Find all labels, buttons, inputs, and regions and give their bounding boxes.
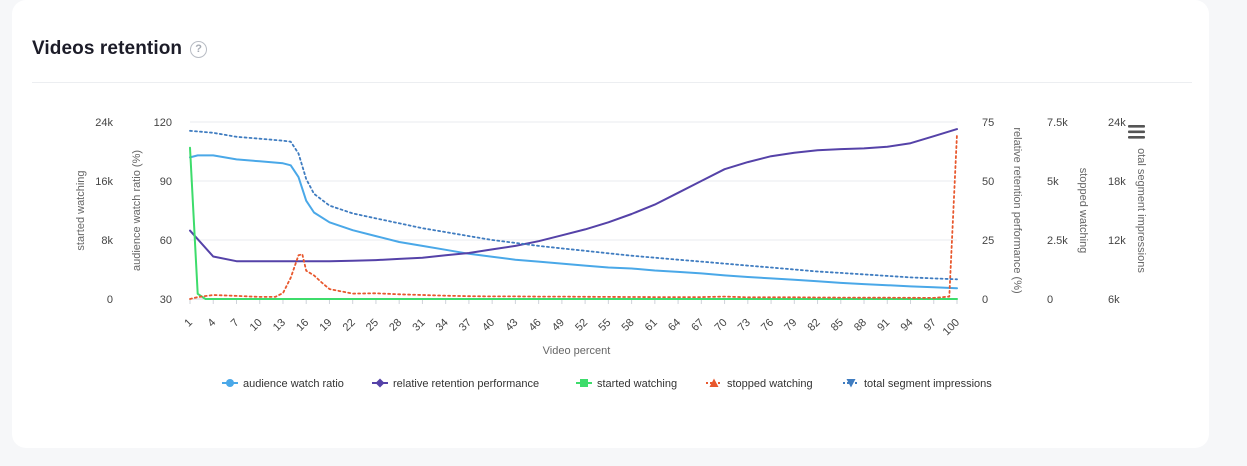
x-tick-label: 70 [713,317,730,334]
x-tick-label: 94 [898,317,915,334]
y-axis-title: relative retention performance (%) [1011,127,1023,293]
legend-label: audience watch ratio [243,378,344,390]
x-tick-label: 31 [410,317,427,334]
y-axis-title: otal segment impressions [1135,148,1147,273]
x-tick-label: 100 [941,317,962,338]
retention-card: Videos retention ? [12,0,1209,448]
legend-label: total segment impressions [864,378,992,390]
x-tick-label: 40 [480,317,497,334]
y-tick-label: 75 [982,117,994,129]
y-tick-label: 6k [1108,294,1120,306]
legend-item[interactable]: audience watch ratio [222,378,344,390]
y-tick-label: 24k [95,117,113,129]
x-tick-label: 13 [271,317,288,334]
y-tick-label: 7.5k [1047,117,1068,129]
hamburger-menu-icon[interactable] [1128,125,1145,139]
y-tick-label: 60 [160,235,172,247]
y-tick-label: 25 [982,235,994,247]
series-line [189,128,958,263]
x-tick-label: 49 [550,317,567,334]
x-tick-label: 85 [829,317,846,334]
x-tick-label: 76 [759,317,776,334]
y-tick-label: 16k [95,176,113,188]
x-axis-title: Video percent [543,345,611,357]
legend-label: started watching [597,378,677,390]
legend-marker-triangle [709,378,719,387]
x-tick-label: 34 [434,317,451,334]
legend-label: stopped watching [727,378,813,390]
header-divider [32,82,1192,83]
y-axis-title: stopped watching [1077,168,1089,254]
help-icon[interactable]: ? [190,40,208,58]
card-header: Videos retention ? [32,34,1192,64]
x-tick-label: 37 [457,317,474,334]
x-tick-label: 7 [229,317,242,330]
legend-item[interactable]: started watching [576,378,677,390]
series-line [189,132,958,300]
legend-item[interactable]: total segment impressions [843,378,992,390]
y-tick-label: 5k [1047,176,1059,188]
x-tick-label: 97 [922,317,939,334]
x-tick-label: 67 [689,317,706,334]
series-line [189,154,958,290]
x-tick-label: 10 [248,317,265,334]
x-tick-label: 4 [206,317,219,330]
x-tick-label: 1 [182,317,195,330]
legend-label: relative retention performance [393,378,539,390]
x-tick-label: 19 [317,317,334,334]
series-line [189,129,958,281]
legend-item[interactable]: stopped watching [706,378,813,390]
x-tick-label: 58 [620,317,637,334]
x-tick-label: 16 [294,317,311,334]
y-tick-label: 30 [160,294,172,306]
x-tick-label: 61 [643,317,660,334]
y-tick-label: 0 [982,294,988,306]
y-tick-label: 18k [1108,176,1126,188]
x-tick-label: 43 [503,317,520,334]
series-group [189,128,958,300]
y-tick-label: 2.5k [1047,235,1068,247]
legend-item[interactable]: relative retention performance [372,378,539,390]
x-tick-label: 55 [596,317,613,334]
y-tick-label: 0 [1047,294,1053,306]
y-tick-label: 90 [160,176,172,188]
y-tick-label: 24k [1108,117,1126,129]
x-tick-label: 52 [573,317,590,334]
x-tick-label: 25 [364,317,381,334]
y-tick-label: 120 [154,117,172,129]
series-line [189,146,958,300]
legend-marker-triangle-down [846,379,856,388]
x-tick-label: 82 [806,317,823,334]
y-tick-label: 0 [107,294,113,306]
y-axis-title: started watching [75,170,87,250]
page-title: Videos retention [32,38,183,59]
legend: audience watch ratio relative retention p… [222,378,992,390]
x-tick-label: 91 [875,317,892,334]
x-tick-label: 28 [387,317,404,334]
legend-marker-square [580,379,588,387]
x-tick-label: 22 [341,317,358,334]
legend-marker-circle [226,379,234,387]
y-axis-title: audience watch ratio (%) [131,150,143,271]
y-tick-label: 8k [101,235,113,247]
x-tick-label: 64 [666,317,683,334]
x-tick-label: 79 [782,317,799,334]
x-tick-label: 46 [527,317,544,334]
y-tick-label: 12k [1108,235,1126,247]
x-tick-label: 88 [852,317,869,334]
legend-marker-diamond [375,378,385,388]
x-tick-label: 73 [736,317,753,334]
y-tick-label: 50 [982,176,994,188]
